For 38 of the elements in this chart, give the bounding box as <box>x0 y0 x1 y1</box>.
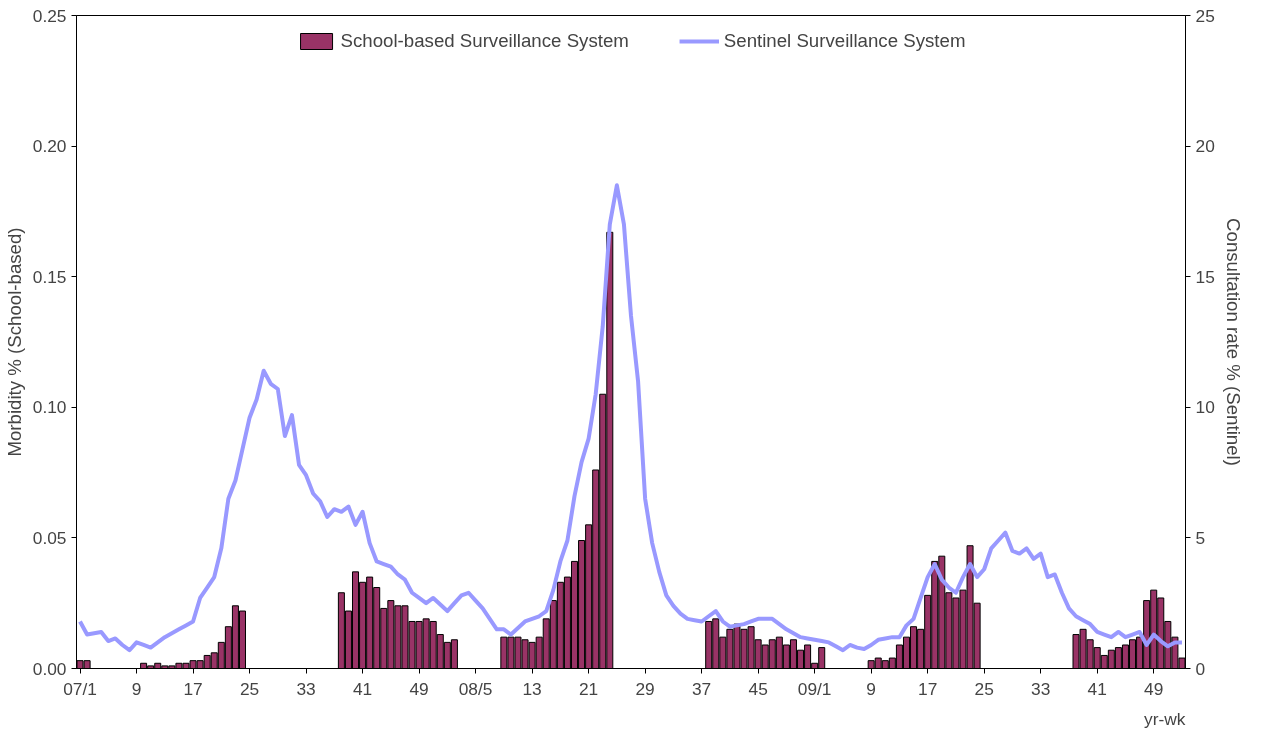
legend-label: Sentinel Surveillance System <box>723 30 966 52</box>
x-tick-label: 41 <box>1087 678 1107 699</box>
x-tick-label: 07/1 <box>63 678 97 699</box>
y-tick-label: 0.05 <box>32 527 67 548</box>
y-tick-label: 0.15 <box>32 266 67 287</box>
y-tick-label: 0.25 <box>32 5 67 26</box>
x-tick-label: 49 <box>1144 678 1164 699</box>
x-tick-label: 33 <box>296 678 316 699</box>
y2-tick-label: 15 <box>1195 266 1215 287</box>
x-tick-label: 25 <box>974 678 994 699</box>
y2-tick-label: 0 <box>1195 658 1206 679</box>
line-series <box>78 183 1184 653</box>
y-tick-label: 0.10 <box>32 397 67 418</box>
y-tick-label: 0.20 <box>32 136 67 157</box>
x-tick-label: 25 <box>239 678 260 699</box>
x-tick-label: 37 <box>692 678 712 699</box>
x-tick-label: 45 <box>748 678 768 699</box>
x-axis-title: yr-wk <box>1144 708 1186 729</box>
x-tick-label: 49 <box>409 678 429 699</box>
x-tick-label: 9 <box>131 678 142 699</box>
y2-tick-label: 25 <box>1195 5 1215 26</box>
y2-axis-title: Consultation rate % (Sentinel) <box>1222 218 1244 466</box>
x-tick-label: 41 <box>352 678 373 699</box>
x-tick-label: 08/5 <box>458 678 493 699</box>
x-tick-label: 13 <box>522 678 542 699</box>
y2-tick-label: 5 <box>1195 527 1206 548</box>
x-tick-label: 17 <box>183 678 203 699</box>
x-tick-label: 17 <box>918 678 938 699</box>
legend-label: School-based Surveillance System <box>340 30 629 52</box>
x-tick-label: 33 <box>1031 678 1051 699</box>
x-tick-label: 9 <box>866 678 876 699</box>
y2-tick-label: 10 <box>1195 397 1215 418</box>
x-tick-label: 29 <box>635 678 655 699</box>
x-tick-label: 09/1 <box>797 678 832 699</box>
y-axis-title: Morbidity % (School-based) <box>3 227 25 457</box>
y-tick-label: 0.00 <box>32 658 67 679</box>
x-tick-label: 21 <box>578 678 599 699</box>
y2-tick-label: 20 <box>1195 136 1215 157</box>
